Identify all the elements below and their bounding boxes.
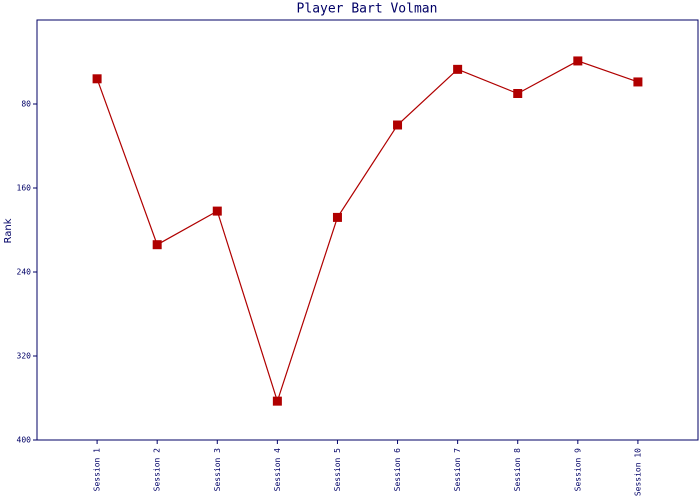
- x-tick-label: Session 4: [273, 448, 282, 492]
- point-marker: [513, 89, 523, 98]
- point-marker: [393, 120, 403, 130]
- point-marker: [272, 396, 282, 406]
- point-marker: [633, 77, 643, 87]
- y-tick-label: 240: [17, 268, 32, 277]
- x-tick-label: Session 8: [513, 448, 522, 492]
- x-tick-label: Session 6: [393, 448, 402, 492]
- point-marker: [152, 240, 162, 250]
- point-marker: [453, 64, 463, 74]
- y-tick-label: 400: [17, 436, 32, 445]
- point-marker: [332, 212, 342, 222]
- x-tick-label: Session 7: [453, 448, 462, 492]
- y-tick-label: 80: [21, 100, 31, 109]
- point-marker: [212, 206, 222, 216]
- x-tick-label: Session 9: [573, 448, 582, 492]
- x-tick-label: Session 5: [333, 448, 342, 492]
- point-marker: [573, 56, 583, 66]
- point-marker: [92, 74, 102, 84]
- series-line: [96, 60, 639, 404]
- y-axis-label: Rank: [3, 218, 14, 243]
- y-tick-label: 160: [17, 184, 32, 193]
- x-tick-label: Session 2: [153, 448, 162, 492]
- x-tick-label: Session 3: [213, 448, 222, 492]
- chart-title: Player Bart Volman: [297, 2, 438, 17]
- x-tick-label: Session 10: [633, 448, 642, 496]
- plot-frame: [36, 19, 699, 441]
- y-tick-label: 320: [17, 352, 32, 361]
- x-tick-label: Session 1: [93, 448, 102, 492]
